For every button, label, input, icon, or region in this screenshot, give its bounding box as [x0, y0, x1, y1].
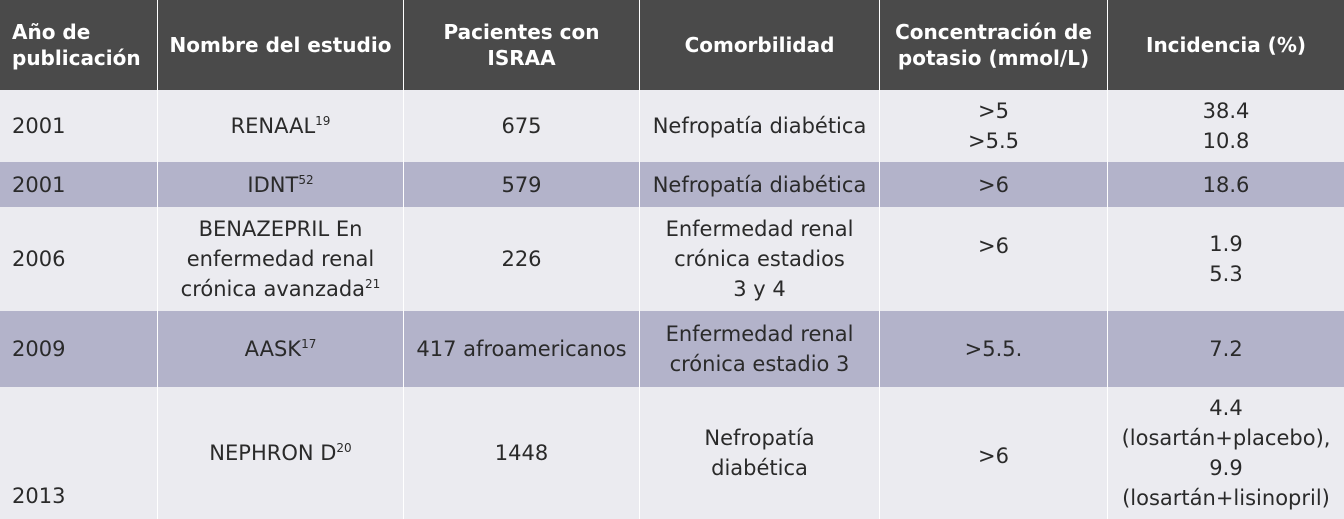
cell-anio: 2001: [0, 162, 158, 207]
header-pacientes: Pacientes con ISRAA: [404, 0, 640, 90]
cell-comorbilidad: Enfermedad renal crónica estadios 3 y 4: [640, 207, 880, 311]
cell-comorbilidad: Nefropatía diabética: [640, 387, 880, 519]
header-incidencia: Incidencia (%): [1108, 0, 1344, 90]
table-row: 2006 BENAZEPRIL En enfermedad renal crón…: [0, 207, 1344, 311]
table-row: 2001 IDNT52 579 Nefropatía diabética >6 …: [0, 162, 1344, 207]
cell-anio: 2001: [0, 90, 158, 162]
cell-anio: 2006: [0, 207, 158, 311]
cell-comorbilidad: Nefropatía diabética: [640, 90, 880, 162]
cell-anio: 2009: [0, 311, 158, 387]
reference-number: 17: [301, 337, 317, 351]
cell-comorbilidad: Nefropatía diabética: [640, 162, 880, 207]
cell-pacientes: 226: [404, 207, 640, 311]
reference-number: 52: [298, 172, 314, 187]
cell-potasio: >5.5.: [880, 311, 1108, 387]
cell-potasio: >6: [880, 387, 1108, 519]
header-comorbilidad: Comorbilidad: [640, 0, 880, 90]
reference-number: 21: [365, 277, 381, 291]
cell-nombre: NEPHRON D20: [158, 387, 404, 519]
cell-incidencia: 7.2: [1108, 311, 1344, 387]
header-nombre: Nombre del estudio: [158, 0, 404, 90]
cell-nombre: AASK17: [158, 311, 404, 387]
header-anio: Año de publicación: [0, 0, 158, 90]
cell-incidencia: 18.6: [1108, 162, 1344, 207]
header-potasio: Concentración de potasio (mmol/L): [880, 0, 1108, 90]
table-row: 2009 AASK17 417 afroamericanos Enfermeda…: [0, 311, 1344, 387]
cell-pacientes: 675: [404, 90, 640, 162]
header-row: Año de publicación Nombre del estudio Pa…: [0, 0, 1344, 90]
table-row: 2013 NEPHRON D20 1448 Nefropatía diabéti…: [0, 387, 1344, 519]
table-row: 2001 RENAAL19 675 Nefropatía diabética >…: [0, 90, 1344, 162]
cell-pacientes: 579: [404, 162, 640, 207]
cell-potasio: >6: [880, 207, 1108, 311]
cell-potasio: >6: [880, 162, 1108, 207]
cell-potasio: >5 >5.5: [880, 90, 1108, 162]
cell-nombre: RENAAL19: [158, 90, 404, 162]
cell-pacientes: 417 afroamericanos: [404, 311, 640, 387]
cell-anio: 2013: [0, 387, 158, 519]
cell-comorbilidad: Enfermedad renal crónica estadio 3: [640, 311, 880, 387]
reference-number: 19: [315, 114, 331, 128]
cell-incidencia: 4.4 (losartán+placebo), 9.9 (losartán+li…: [1108, 387, 1344, 519]
cell-nombre: IDNT52: [158, 162, 404, 207]
reference-number: 20: [336, 441, 352, 455]
cell-incidencia: 38.4 10.8: [1108, 90, 1344, 162]
cell-nombre: BENAZEPRIL En enfermedad renal crónica a…: [158, 207, 404, 311]
cell-pacientes: 1448: [404, 387, 640, 519]
cell-incidencia: 1.9 5.3: [1108, 207, 1344, 311]
